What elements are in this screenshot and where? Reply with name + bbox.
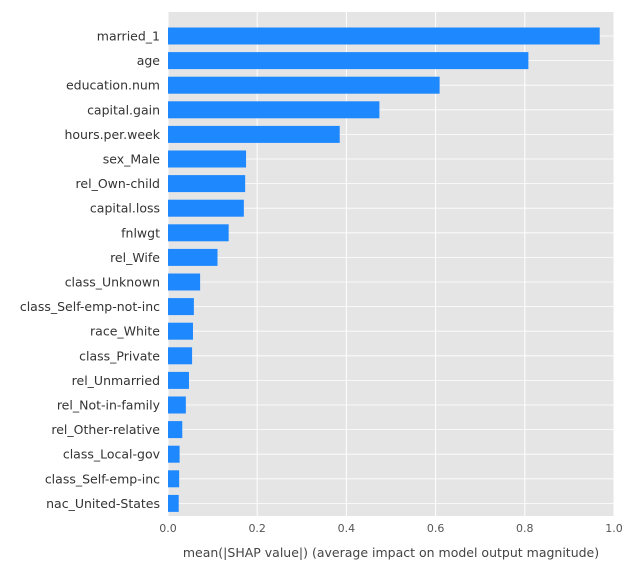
bar-age [168,52,529,70]
x-tick-label: 0.0 [159,522,177,535]
x-tick-label: 0.6 [427,522,445,535]
bar-class_Local-gov [168,445,180,463]
y-tick-label: class_Local-gov [63,447,161,462]
x-axis-label: mean(|SHAP value|) (average impact on mo… [183,545,599,560]
x-tick-label: 1.0 [605,522,623,535]
y-tick-label: rel_Unmarried [72,373,160,388]
y-tick-label: rel_Own-child [76,176,160,191]
bar-married_1 [168,27,600,45]
x-tick-label: 0.4 [338,522,356,535]
x-tick-labels: 0.0 0.2 0.4 0.6 0.8 1.0 [159,522,623,535]
y-tick-label: class_Private [79,348,160,363]
bar-rel_Unmarried [168,371,189,389]
bar-class_Private [168,347,193,365]
x-tick-label: 0.2 [248,522,266,535]
bar-nac_United-States [168,494,179,512]
y-tick-label: fnlwgt [121,225,160,240]
y-tick-label: class_Self-emp-inc [45,471,160,486]
y-tick-label: nac_United-States [46,496,160,511]
y-tick-label: capital.gain [87,102,160,117]
bar-rel_Wife [168,248,218,266]
bar-rel_Not-in-family [168,396,186,414]
bar-hours.per.week [168,125,340,143]
bar-capital.loss [168,199,244,217]
y-tick-label: hours.per.week [64,127,160,142]
bar-rel_Own-child [168,175,246,193]
y-tick-label: sex_Male [103,152,161,167]
y-tick-label: age [137,53,161,68]
y-tick-label: race_White [90,324,160,339]
x-tick-label: 0.8 [516,522,534,535]
bar-rel_Other-relative [168,421,183,439]
bars [168,27,600,512]
y-tick-label: rel_Wife [110,250,160,265]
bar-class_Self-emp-not-inc [168,298,194,316]
y-tick-label: married_1 [97,29,160,44]
bar-fnlwgt [168,224,229,242]
bar-class_Self-emp-inc [168,470,180,488]
bar-education.num [168,76,440,94]
y-tick-label: class_Unknown [65,275,160,290]
plot-area [168,12,614,516]
y-tick-label: rel_Other-relative [51,422,160,437]
y-tick-label: class_Self-emp-not-inc [20,299,160,314]
bar-capital.gain [168,101,380,119]
bar-race_White [168,322,193,340]
y-tick-label: education.num [66,78,160,93]
bar-class_Unknown [168,273,201,291]
bar-sex_Male [168,150,247,168]
y-tick-label: capital.loss [90,201,160,216]
y-tick-label: rel_Not-in-family [57,398,161,413]
